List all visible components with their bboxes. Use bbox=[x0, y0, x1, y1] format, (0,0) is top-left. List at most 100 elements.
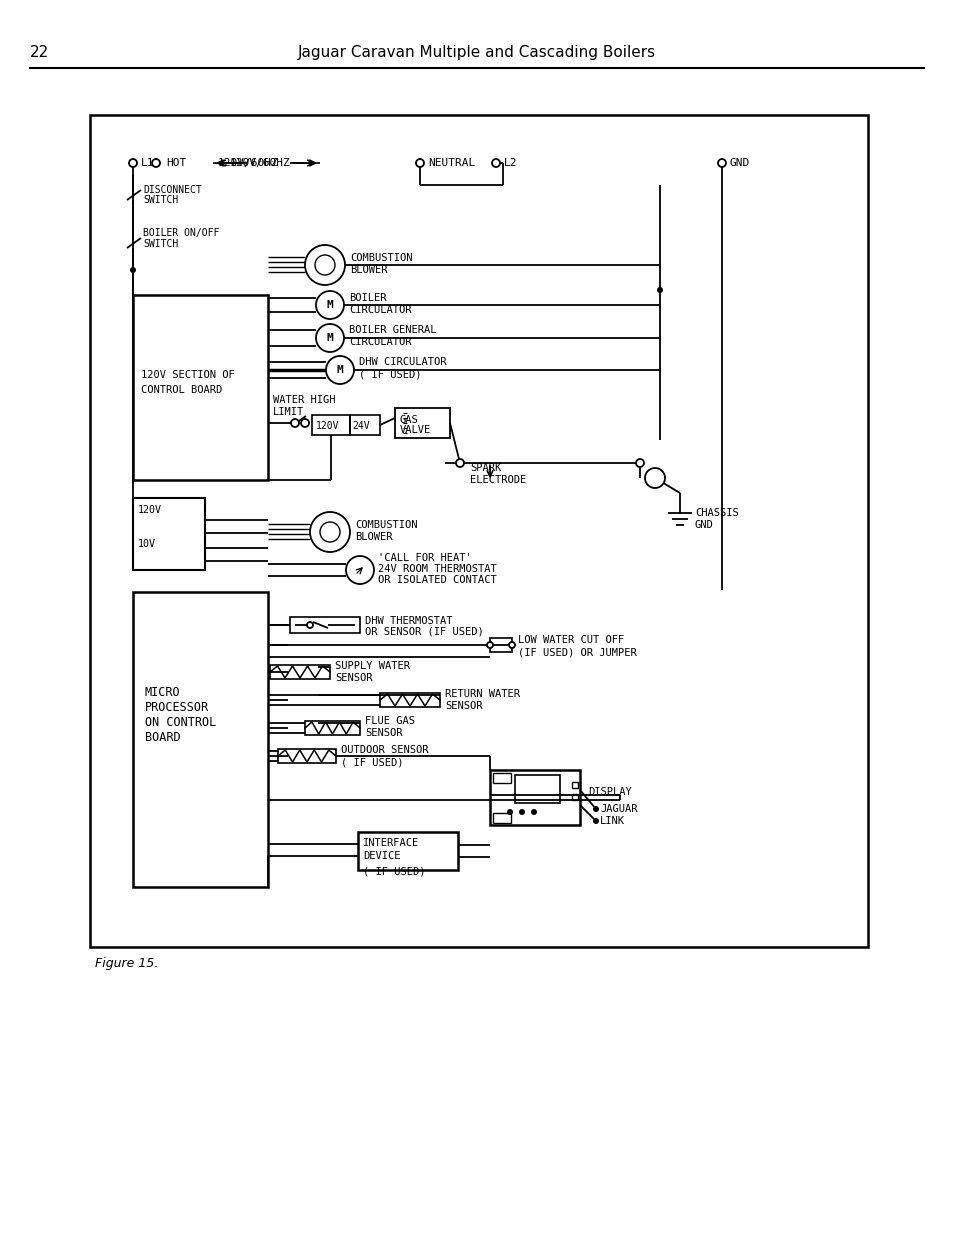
Bar bbox=[305, 721, 359, 735]
Text: BLOWER: BLOWER bbox=[350, 266, 387, 275]
Text: 24V: 24V bbox=[352, 421, 369, 431]
Text: COMBUSTION: COMBUSTION bbox=[350, 253, 412, 263]
Text: ELECTRODE: ELECTRODE bbox=[470, 475, 526, 485]
Text: 'CALL FOR HEAT': 'CALL FOR HEAT' bbox=[377, 553, 471, 563]
Text: Figure 15.: Figure 15. bbox=[95, 956, 158, 969]
Text: OR SENSOR (IF USED): OR SENSOR (IF USED) bbox=[365, 626, 483, 636]
Text: JAGUAR: JAGUAR bbox=[599, 804, 637, 814]
Text: DISCONNECT: DISCONNECT bbox=[143, 185, 201, 195]
Bar bbox=[572, 782, 578, 788]
Text: OR ISOLATED CONTACT: OR ISOLATED CONTACT bbox=[377, 576, 497, 585]
Bar bbox=[572, 794, 578, 800]
Text: CIRCULATOR: CIRCULATOR bbox=[349, 337, 411, 347]
Text: NEUTRAL: NEUTRAL bbox=[428, 158, 475, 168]
Bar bbox=[490, 638, 512, 652]
Circle shape bbox=[593, 806, 598, 811]
Text: DEVICE: DEVICE bbox=[363, 851, 400, 861]
Text: LINK: LINK bbox=[599, 816, 624, 826]
Bar bbox=[132, 498, 205, 571]
Text: OUTDOOR SENSOR: OUTDOOR SENSOR bbox=[340, 745, 428, 755]
Text: 120V/60HZ: 120V/60HZ bbox=[218, 158, 278, 168]
Bar bbox=[277, 748, 335, 763]
Bar bbox=[132, 592, 268, 887]
Text: DHW THERMOSTAT: DHW THERMOSTAT bbox=[365, 616, 452, 626]
Text: M: M bbox=[326, 300, 333, 310]
Text: L1: L1 bbox=[141, 158, 154, 168]
Circle shape bbox=[486, 642, 493, 648]
Circle shape bbox=[314, 254, 335, 275]
Circle shape bbox=[301, 419, 309, 427]
Text: WATER HIGH: WATER HIGH bbox=[273, 395, 335, 405]
Circle shape bbox=[657, 287, 662, 293]
Text: COMBUSTION: COMBUSTION bbox=[355, 520, 417, 530]
Text: GAS: GAS bbox=[399, 415, 418, 425]
Text: DISPLAY: DISPLAY bbox=[587, 787, 631, 797]
Text: LIMIT: LIMIT bbox=[273, 408, 304, 417]
Text: 22: 22 bbox=[30, 44, 50, 59]
Text: SUPPLY WATER: SUPPLY WATER bbox=[335, 661, 410, 671]
Circle shape bbox=[129, 159, 137, 167]
Bar bbox=[493, 813, 511, 823]
Text: ( IF USED): ( IF USED) bbox=[358, 369, 421, 379]
Circle shape bbox=[456, 459, 463, 467]
Circle shape bbox=[518, 809, 524, 815]
Text: SWITCH: SWITCH bbox=[143, 195, 178, 205]
Circle shape bbox=[152, 159, 160, 167]
Text: 120V: 120V bbox=[138, 505, 162, 515]
Circle shape bbox=[636, 459, 643, 467]
Circle shape bbox=[307, 622, 313, 629]
Circle shape bbox=[531, 809, 537, 815]
Text: CONTROL BOARD: CONTROL BOARD bbox=[141, 385, 222, 395]
Bar bbox=[350, 415, 379, 435]
Circle shape bbox=[315, 291, 344, 319]
Text: 10V: 10V bbox=[138, 538, 156, 550]
Text: BOILER GENERAL: BOILER GENERAL bbox=[349, 325, 436, 335]
Text: MICRO: MICRO bbox=[145, 685, 180, 699]
Text: SENSOR: SENSOR bbox=[365, 727, 402, 739]
Bar bbox=[395, 408, 450, 438]
Text: ( IF USED): ( IF USED) bbox=[363, 867, 425, 877]
Text: RETURN WATER: RETURN WATER bbox=[444, 689, 519, 699]
Text: SPARK: SPARK bbox=[470, 463, 500, 473]
Text: ON CONTROL: ON CONTROL bbox=[145, 715, 216, 729]
Circle shape bbox=[644, 468, 664, 488]
Circle shape bbox=[315, 324, 344, 352]
Bar bbox=[357, 832, 457, 869]
Circle shape bbox=[326, 356, 354, 384]
Bar bbox=[312, 415, 350, 435]
Text: —: — bbox=[214, 158, 221, 168]
Bar bbox=[90, 115, 867, 947]
Text: INTERFACE: INTERFACE bbox=[363, 839, 418, 848]
Text: SWITCH: SWITCH bbox=[143, 240, 178, 249]
Text: PROCESSOR: PROCESSOR bbox=[145, 700, 209, 714]
Text: BOARD: BOARD bbox=[145, 730, 180, 743]
Circle shape bbox=[416, 159, 423, 167]
Text: 120V: 120V bbox=[315, 421, 339, 431]
Text: M: M bbox=[336, 366, 343, 375]
Bar bbox=[493, 773, 511, 783]
Circle shape bbox=[305, 245, 345, 285]
Bar bbox=[132, 295, 268, 480]
Text: BOILER ON/OFF: BOILER ON/OFF bbox=[143, 228, 219, 238]
Text: 120V SECTION OF: 120V SECTION OF bbox=[141, 370, 234, 380]
Text: L2: L2 bbox=[503, 158, 517, 168]
Text: GND: GND bbox=[695, 520, 713, 530]
Bar bbox=[270, 664, 330, 679]
Bar bbox=[379, 693, 439, 706]
Circle shape bbox=[509, 642, 515, 648]
Text: BLOWER: BLOWER bbox=[355, 532, 392, 542]
Circle shape bbox=[130, 267, 136, 273]
Text: BOILER: BOILER bbox=[349, 293, 386, 303]
Text: ( IF USED): ( IF USED) bbox=[340, 757, 403, 767]
Text: M: M bbox=[326, 333, 333, 343]
Circle shape bbox=[718, 159, 725, 167]
Text: GND: GND bbox=[729, 158, 749, 168]
Text: SENSOR: SENSOR bbox=[335, 673, 372, 683]
Circle shape bbox=[346, 556, 374, 584]
Bar bbox=[490, 769, 579, 825]
Bar bbox=[515, 776, 559, 803]
Circle shape bbox=[291, 419, 298, 427]
Circle shape bbox=[593, 818, 598, 824]
Text: SENSOR: SENSOR bbox=[444, 701, 482, 711]
Text: 120V/60HZ: 120V/60HZ bbox=[230, 158, 291, 168]
